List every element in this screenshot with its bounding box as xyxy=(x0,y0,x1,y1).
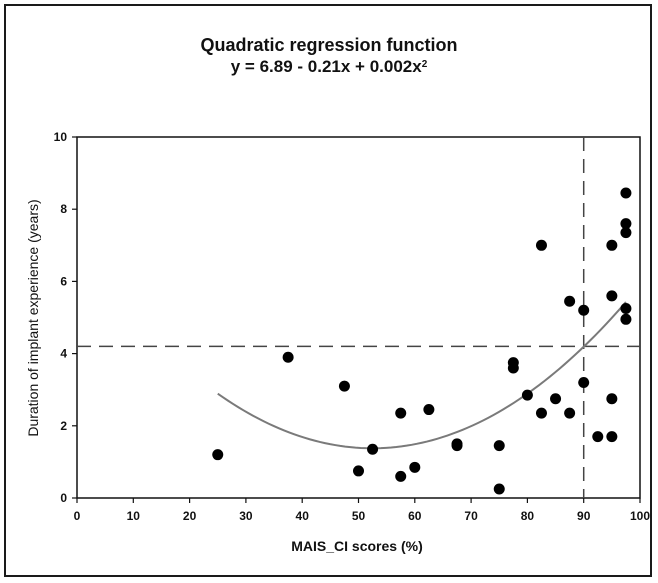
data-point xyxy=(606,393,618,405)
data-point xyxy=(564,407,576,419)
data-point xyxy=(353,465,364,477)
y-tick-label: 2 xyxy=(60,419,67,433)
data-point xyxy=(507,362,519,374)
data-point xyxy=(620,313,632,325)
data-point xyxy=(606,239,618,251)
chart-title-block: Quadratic regression function y = 6.89 -… xyxy=(0,34,658,77)
plot-area xyxy=(76,136,641,499)
data-point xyxy=(395,407,407,419)
chart-subtitle-exponent: 2 xyxy=(421,59,428,70)
data-point xyxy=(564,295,576,307)
x-tick-label: 40 xyxy=(296,509,310,523)
data-point xyxy=(338,380,350,392)
x-tick-label: 100 xyxy=(630,509,650,523)
x-tick-label: 70 xyxy=(464,509,478,523)
data-point xyxy=(620,227,632,239)
data-point xyxy=(493,440,505,452)
regression-curve xyxy=(217,301,627,450)
x-tick-label: 10 xyxy=(127,509,141,523)
data-point xyxy=(367,443,379,455)
y-tick-label: 6 xyxy=(60,274,67,288)
data-point xyxy=(550,393,562,405)
x-tick-label: 60 xyxy=(408,509,422,523)
x-axis-title: MAIS_CI scores (%) xyxy=(291,538,422,554)
chart-frame xyxy=(4,4,652,577)
chart-title: Quadratic regression function xyxy=(200,35,458,55)
data-point xyxy=(578,376,590,388)
reference-lines xyxy=(77,137,640,498)
y-tick-label: 4 xyxy=(60,347,67,361)
chart-subtitle-equation: y = 6.89 - 0.21x + 0.002x xyxy=(230,57,422,76)
data-point xyxy=(620,187,632,199)
data-point xyxy=(451,440,463,452)
data-point xyxy=(592,431,604,443)
x-tick-label: 50 xyxy=(352,509,366,523)
data-point xyxy=(578,304,590,316)
x-tick-label: 80 xyxy=(521,509,535,523)
y-axis-title: Duration of implant experience (years) xyxy=(25,199,41,436)
data-point xyxy=(493,483,505,495)
x-tick-label: 20 xyxy=(183,509,197,523)
y-axis-ticks: 0 2 4 6 8 10 xyxy=(54,130,77,505)
data-points xyxy=(212,187,632,495)
data-point xyxy=(535,407,547,419)
x-tick-label: 30 xyxy=(239,509,253,523)
data-point xyxy=(423,404,435,416)
data-point xyxy=(606,290,618,302)
y-tick-label: 0 xyxy=(60,491,67,505)
data-point xyxy=(535,239,547,251)
data-point xyxy=(282,351,294,363)
data-point xyxy=(212,449,224,461)
data-point xyxy=(409,461,421,473)
data-point xyxy=(620,218,632,230)
chart-subtitle: y = 6.89 - 0.21x + 0.002x2 xyxy=(0,56,658,77)
data-point xyxy=(521,389,533,401)
data-point xyxy=(620,302,632,314)
y-tick-label: 10 xyxy=(54,130,68,144)
y-tick-label: 8 xyxy=(60,202,67,216)
x-axis-ticks: 0 10 20 30 40 50 60 70 80 90 100 xyxy=(74,498,650,523)
plot-border xyxy=(76,136,641,499)
data-point xyxy=(606,431,618,443)
x-tick-label: 90 xyxy=(577,509,591,523)
x-tick-label: 0 xyxy=(74,509,81,523)
data-point xyxy=(395,470,407,482)
fit-curve-layer xyxy=(217,301,627,450)
